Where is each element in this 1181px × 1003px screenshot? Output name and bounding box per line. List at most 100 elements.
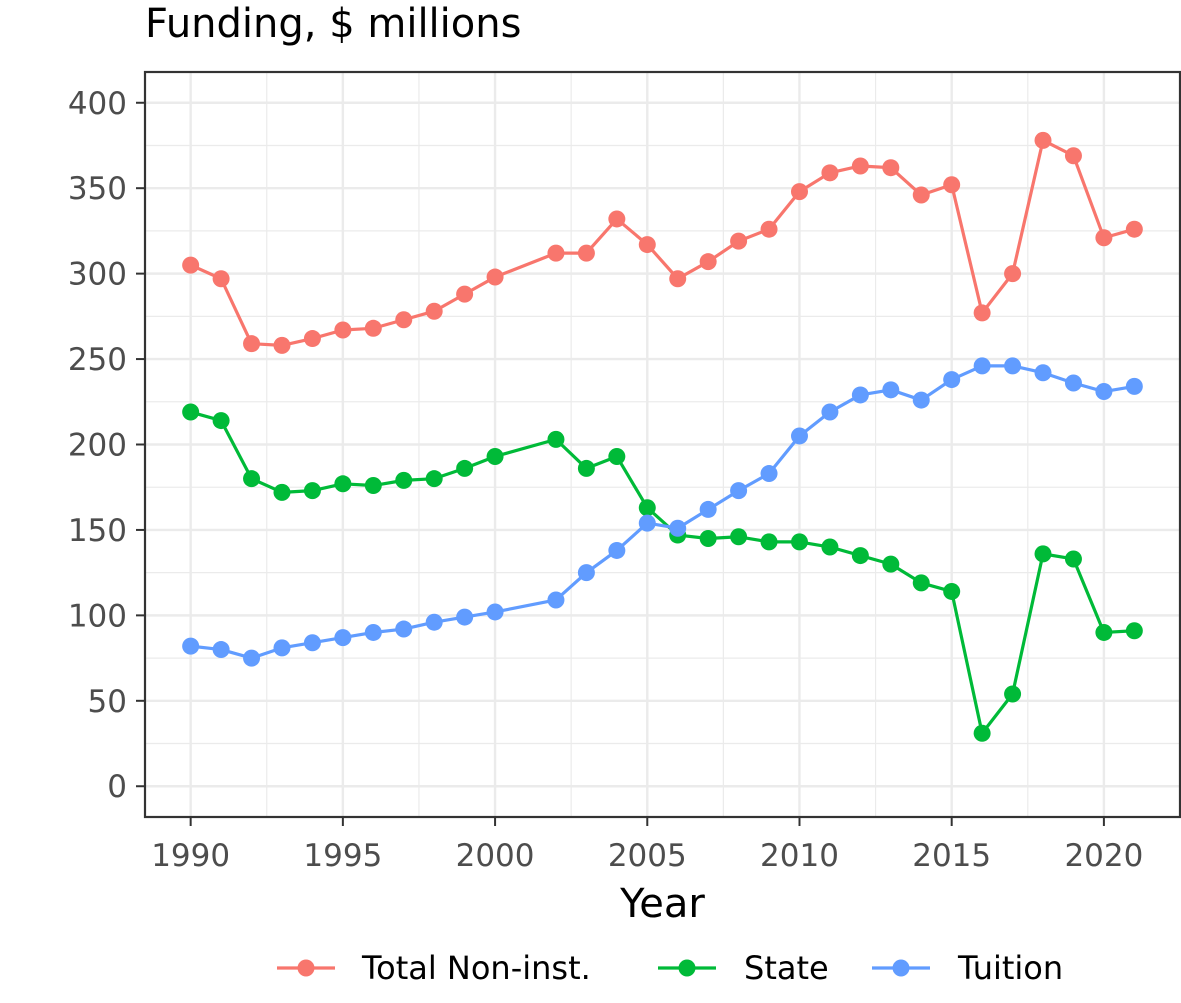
data-point-tuition xyxy=(821,403,839,421)
data-point-tuition xyxy=(395,620,413,638)
data-point-total-non-inst xyxy=(1034,131,1052,149)
data-point-total-non-inst xyxy=(669,270,687,288)
data-point-state xyxy=(1064,550,1082,568)
data-point-total-non-inst xyxy=(212,270,230,288)
data-point-state xyxy=(182,403,200,421)
data-point-state xyxy=(821,538,839,556)
y-tick-label: 100 xyxy=(68,598,127,634)
data-point-state xyxy=(699,529,717,547)
data-point-tuition xyxy=(851,386,869,404)
data-point-total-non-inst xyxy=(943,176,961,194)
data-point-state xyxy=(730,528,748,546)
data-point-total-non-inst xyxy=(182,256,200,274)
x-tick-label: 2000 xyxy=(456,838,535,874)
legend-item-state: State xyxy=(658,949,829,987)
data-point-total-non-inst xyxy=(1095,229,1113,247)
data-point-total-non-inst xyxy=(699,253,717,271)
data-point-tuition xyxy=(760,465,778,483)
data-point-total-non-inst xyxy=(912,186,930,204)
data-point-state xyxy=(303,482,321,500)
data-point-state xyxy=(334,475,352,493)
data-point-tuition xyxy=(973,357,991,375)
x-tick-label: 1995 xyxy=(303,838,382,874)
data-point-total-non-inst xyxy=(547,244,565,262)
data-point-total-non-inst xyxy=(638,236,656,254)
legend-label: Total Non-inst. xyxy=(361,949,591,987)
y-tick-label: 50 xyxy=(88,684,127,720)
data-point-total-non-inst xyxy=(243,335,261,353)
data-point-total-non-inst xyxy=(395,311,413,329)
data-point-state xyxy=(973,724,991,742)
y-tick-label: 250 xyxy=(68,342,127,378)
data-point-state xyxy=(760,533,778,551)
data-point-total-non-inst xyxy=(821,164,839,182)
y-tick-label: 400 xyxy=(68,86,127,122)
data-point-total-non-inst xyxy=(608,210,626,228)
legend-label: State xyxy=(744,949,829,987)
data-point-state xyxy=(882,555,900,573)
data-point-tuition xyxy=(456,608,474,626)
x-tick-label: 2015 xyxy=(912,838,991,874)
data-point-state xyxy=(364,477,382,495)
data-point-tuition xyxy=(1095,383,1113,401)
series-line-total-non-inst xyxy=(190,138,1135,347)
data-point-tuition xyxy=(577,564,595,582)
data-point-tuition xyxy=(273,639,291,657)
series-tuition xyxy=(182,357,1143,667)
data-point-state xyxy=(547,430,565,448)
y-tick-label: 0 xyxy=(107,769,127,805)
data-point-total-non-inst xyxy=(882,159,900,177)
y-tick-label: 200 xyxy=(68,428,127,464)
data-point-state xyxy=(273,483,291,501)
data-point-total-non-inst xyxy=(760,220,778,238)
x-tick-label: 2010 xyxy=(760,838,839,874)
series-total-non-inst xyxy=(182,131,1143,354)
data-point-tuition xyxy=(303,634,321,652)
data-point-tuition xyxy=(1004,357,1022,375)
data-point-total-non-inst xyxy=(334,321,352,339)
data-point-total-non-inst xyxy=(273,336,291,354)
data-point-total-non-inst xyxy=(973,304,991,322)
x-axis-title: Year xyxy=(619,881,705,927)
data-point-state xyxy=(243,470,261,488)
data-point-tuition xyxy=(425,613,443,631)
data-point-tuition xyxy=(1034,364,1052,382)
data-point-total-non-inst xyxy=(1125,220,1143,238)
data-point-tuition xyxy=(1064,374,1082,392)
data-point-state xyxy=(638,499,656,517)
data-point-state xyxy=(912,574,930,592)
data-point-total-non-inst xyxy=(730,232,748,250)
data-point-state xyxy=(790,533,808,551)
data-point-state xyxy=(212,412,230,430)
legend-item-total-non-inst: Total Non-inst. xyxy=(277,949,591,987)
data-point-tuition xyxy=(243,649,261,667)
x-tick-label: 2005 xyxy=(608,838,687,874)
data-point-tuition xyxy=(486,603,504,621)
data-point-state xyxy=(1034,545,1052,563)
data-point-total-non-inst xyxy=(486,268,504,286)
data-point-tuition xyxy=(364,623,382,641)
data-point-state xyxy=(425,470,443,488)
chart-title: Funding, $ millions xyxy=(145,1,521,47)
data-point-state xyxy=(486,447,504,465)
x-tick-label: 1990 xyxy=(151,838,230,874)
data-point-total-non-inst xyxy=(425,302,443,320)
x-tick-label: 2020 xyxy=(1064,838,1143,874)
data-point-total-non-inst xyxy=(577,244,595,262)
data-point-state xyxy=(577,459,595,477)
legend-label: Tuition xyxy=(957,949,1063,987)
data-point-tuition xyxy=(730,482,748,500)
legend-item-tuition: Tuition xyxy=(872,949,1063,987)
data-point-tuition xyxy=(334,629,352,647)
data-point-tuition xyxy=(212,641,230,659)
data-point-tuition xyxy=(882,381,900,399)
data-point-state xyxy=(943,582,961,600)
data-point-state xyxy=(851,547,869,565)
data-point-tuition xyxy=(790,427,808,445)
data-point-total-non-inst xyxy=(303,330,321,348)
data-point-tuition xyxy=(182,637,200,655)
legend: Total Non-inst. State Tuition xyxy=(277,949,1063,987)
data-point-total-non-inst xyxy=(456,285,474,303)
